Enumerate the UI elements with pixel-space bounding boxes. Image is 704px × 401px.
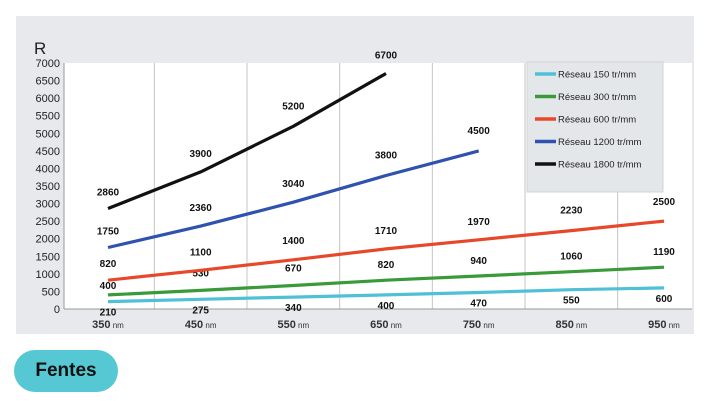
- data-label: 275: [192, 305, 209, 316]
- y-tick-label: 1000: [36, 269, 60, 281]
- data-label: 2500: [653, 197, 676, 208]
- data-label: 6700: [375, 51, 398, 62]
- chart-panel: 0 500 1000 1500 2000 2500 3000 3500 4000 4500 5000…: [16, 16, 694, 334]
- y-axis-label: R: [34, 39, 46, 58]
- x-tick-label: 650 nm: [370, 319, 402, 331]
- legend-box: [526, 61, 664, 193]
- x-tick-label: 950 nm: [648, 319, 680, 331]
- data-label: 3800: [375, 150, 398, 161]
- y-tick-label: 1500: [36, 251, 60, 263]
- legend-label: Réseau 150 tr/mm: [558, 70, 636, 81]
- y-tick-label: 3500: [36, 181, 60, 193]
- data-label: 3040: [282, 179, 305, 190]
- x-tick-label: 450 nm: [185, 319, 217, 331]
- data-label: 1190: [653, 247, 675, 258]
- y-tick-label: 5500: [36, 111, 60, 123]
- legend-label: Réseau 600 tr/mm: [558, 115, 636, 126]
- data-label: 820: [100, 259, 117, 270]
- data-label: 5200: [282, 101, 305, 112]
- data-label: 340: [285, 303, 302, 314]
- legend-label: Réseau 1200 tr/mm: [558, 137, 642, 148]
- series-line: [107, 149, 480, 250]
- data-label: 1100: [190, 247, 212, 258]
- series-line: [107, 265, 665, 297]
- y-tick-label: 3000: [36, 199, 60, 211]
- data-label: 4500: [468, 126, 491, 137]
- y-tick-label: 4500: [36, 146, 60, 158]
- data-label: 600: [656, 294, 673, 305]
- y-tick-label: 0: [54, 304, 60, 316]
- x-tick-label: 750 nm: [463, 319, 495, 331]
- fentes-badge: Fentes: [14, 350, 118, 392]
- y-tick-label: 7000: [36, 58, 60, 70]
- data-label: 1400: [282, 236, 305, 247]
- data-label: 530: [192, 268, 209, 279]
- y-tick-label: 2000: [36, 234, 60, 246]
- legend-label: Réseau 1800 tr/mm: [558, 160, 642, 171]
- line-chart: 0 500 1000 1500 2000 2500 3000 3500 4000 4500 5000…: [34, 39, 692, 331]
- y-tick-label: 5000: [36, 128, 60, 140]
- x-tick-label: 550 nm: [277, 319, 309, 331]
- data-label: 940: [470, 256, 487, 267]
- data-label: 1970: [468, 217, 491, 228]
- y-tick-label: 2500: [36, 216, 60, 228]
- legend-label: Réseau 300 tr/mm: [558, 92, 636, 103]
- series-line: [107, 286, 665, 304]
- series-line: [107, 72, 387, 210]
- y-tick-label: 6000: [36, 93, 60, 105]
- data-label: 470: [470, 298, 487, 309]
- data-label: 2360: [190, 203, 213, 214]
- y-tick-label: 6500: [36, 76, 60, 88]
- data-label: 1060: [560, 252, 583, 263]
- data-label: 210: [100, 308, 117, 319]
- data-label: 1710: [375, 226, 398, 237]
- data-label: 2230: [560, 206, 583, 217]
- series-line: [107, 219, 665, 282]
- data-label: 820: [378, 260, 395, 271]
- y-tick-label: 4000: [36, 163, 60, 175]
- data-label: 400: [100, 281, 117, 292]
- data-label: 3900: [190, 149, 213, 160]
- x-tick-label: 350 nm: [92, 319, 124, 331]
- data-label: 2860: [97, 187, 120, 198]
- data-label: 400: [378, 301, 395, 312]
- x-tick-label: 850 nm: [555, 319, 587, 331]
- y-tick-label: 500: [42, 286, 60, 298]
- data-label: 1750: [97, 227, 120, 238]
- data-label: 670: [285, 263, 302, 274]
- data-label: 550: [563, 296, 580, 307]
